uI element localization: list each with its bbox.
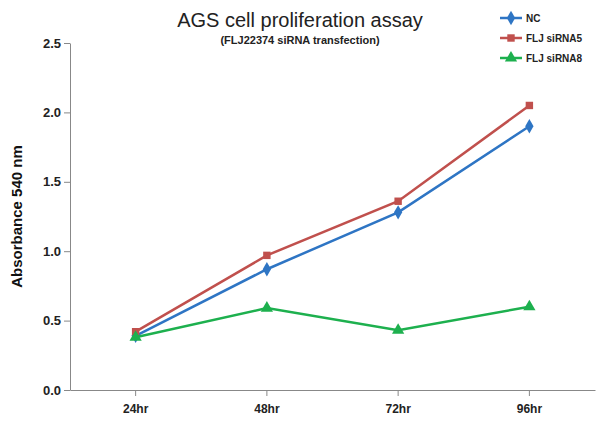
point-marker xyxy=(261,301,273,312)
legend-label: FLJ siRNA5 xyxy=(526,33,583,44)
x-tick-mark xyxy=(529,390,530,396)
x-tick: 96hr xyxy=(517,390,543,416)
point-marker xyxy=(394,205,402,219)
chart: AGS cell proliferation assay (FLJ22374 si… xyxy=(0,0,601,439)
y-tick-mark xyxy=(64,321,70,322)
subtitle: (FLJ22374 siRNA transfection) xyxy=(220,34,379,46)
y-tick-label: 1.0 xyxy=(43,244,61,259)
y-tick: 0.5 xyxy=(43,313,70,328)
point-marker xyxy=(526,102,533,109)
legend-marker xyxy=(507,11,515,25)
x-tick-label: 24hr xyxy=(123,402,149,416)
y-tick: 0.0 xyxy=(43,383,70,398)
y-axis-title: Absorbance 540 nm xyxy=(8,145,25,288)
y-tick-mark xyxy=(64,390,70,391)
y-tick-mark xyxy=(64,43,70,44)
x-tick-mark xyxy=(266,390,267,396)
legend-marker xyxy=(505,51,517,62)
legend-item: FLJ siRNA5 xyxy=(500,33,583,44)
point-marker xyxy=(525,119,533,133)
point-marker xyxy=(394,198,401,205)
point-marker xyxy=(263,252,270,259)
title: AGS cell proliferation assay xyxy=(177,9,423,31)
x-axis: 24hr 48hr 72hr 96hr xyxy=(71,390,596,416)
point-marker xyxy=(392,323,404,334)
y-tick-label: 0.5 xyxy=(43,313,61,328)
y-tick-mark xyxy=(64,112,70,113)
series-line xyxy=(136,307,530,338)
y-tick: 1.0 xyxy=(43,244,70,259)
x-tick-mark xyxy=(135,390,136,396)
x-axis-line xyxy=(71,390,596,391)
y-tick-mark xyxy=(64,182,70,183)
y-tick-label: 0.0 xyxy=(43,383,61,398)
x-tick-label: 96hr xyxy=(517,402,543,416)
series-line xyxy=(136,126,530,336)
legend-item: NC xyxy=(500,11,540,25)
y-tick-label: 2.5 xyxy=(43,36,61,51)
x-tick-mark xyxy=(398,390,399,396)
y-tick-label: 2.0 xyxy=(43,105,61,120)
y-axis: 0.0 0.5 1.0 1.5 2.0 2.5 xyxy=(43,36,71,398)
point-marker xyxy=(523,300,535,311)
series-line xyxy=(136,105,530,331)
y-tick-mark xyxy=(64,251,70,252)
y-tick: 1.5 xyxy=(43,174,70,189)
y-axis-line xyxy=(70,44,71,391)
x-tick-label: 48hr xyxy=(254,402,280,416)
legend-item: FLJ siRNA8 xyxy=(500,51,583,64)
x-tick: 72hr xyxy=(385,390,411,416)
x-tick: 24hr xyxy=(123,390,149,416)
legend-label: FLJ siRNA8 xyxy=(526,53,583,64)
legend: NC FLJ siRNA5 FLJ siRNA8 xyxy=(500,11,583,64)
x-tick-label: 72hr xyxy=(385,402,411,416)
y-tick-label: 1.5 xyxy=(43,174,61,189)
point-marker xyxy=(263,262,271,276)
legend-label: NC xyxy=(526,13,540,24)
plot-area xyxy=(129,102,535,343)
x-tick: 48hr xyxy=(254,390,280,416)
legend-marker xyxy=(507,34,514,41)
y-tick: 2.0 xyxy=(43,105,70,120)
point-marker xyxy=(129,330,141,341)
y-tick: 2.5 xyxy=(43,36,70,51)
